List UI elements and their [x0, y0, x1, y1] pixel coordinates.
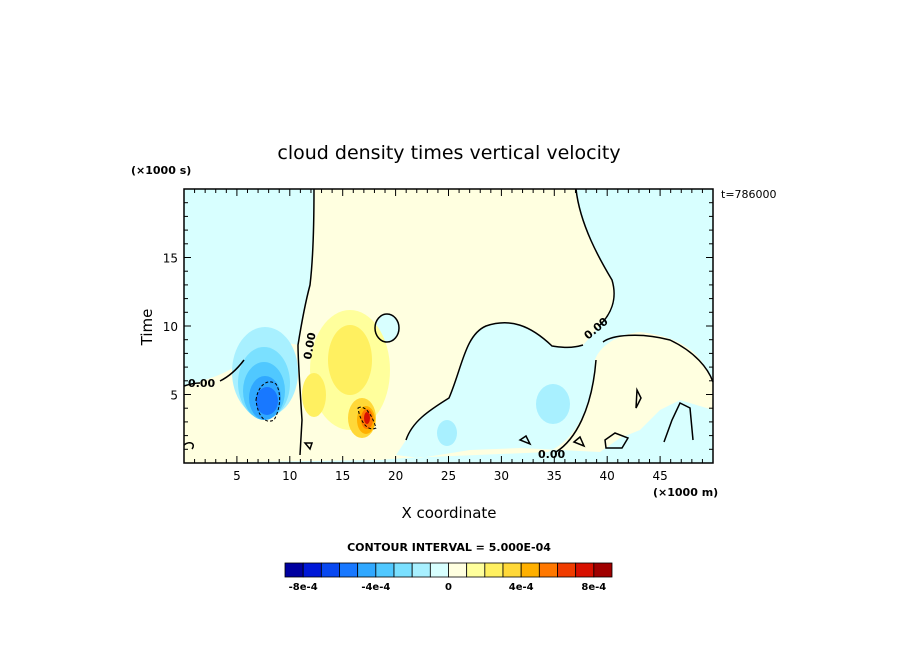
x-tick-label: 35: [547, 469, 562, 483]
colorbar-swatch: [320, 562, 340, 578]
colorbar-swatch: [466, 562, 486, 578]
colorbar-swatch: [429, 562, 449, 578]
colorbar-swatch: [302, 562, 322, 578]
x-tick-label: 30: [494, 469, 509, 483]
colorbar-swatch: [593, 562, 613, 578]
colorbar: [284, 562, 613, 578]
negative-contours: [255, 381, 377, 430]
colorbar-swatch: [448, 562, 468, 578]
colorbar-tick-label: 4e-4: [509, 582, 534, 593]
contour-label: 0.00: [301, 331, 319, 360]
x-tick-label: 5: [233, 469, 241, 483]
updraft-core: [364, 412, 370, 424]
y-axis: 5 10 15: [163, 202, 713, 450]
colorbar-swatch: [339, 562, 359, 578]
x-tick-label: 10: [282, 469, 297, 483]
downdraft-inner: [256, 387, 278, 415]
contour-label: 0.00: [538, 448, 565, 461]
colorbar-swatch: [357, 562, 377, 578]
colorbar-swatch: [575, 562, 595, 578]
x-tick-label: 15: [335, 469, 350, 483]
colorbar-swatch: [520, 562, 540, 578]
x-axis: 5 10 15 20 25 30 35 40 45: [194, 189, 703, 483]
colorbar-tick-label: 8e-4: [581, 582, 606, 593]
weak-downdraft-right: [536, 384, 570, 424]
colorbar-swatch: [484, 562, 504, 578]
colorbar-swatch: [411, 562, 431, 578]
contour-label: 0.00: [188, 377, 215, 390]
colorbar-swatch: [538, 562, 558, 578]
x-axis-label: X coordinate: [401, 504, 496, 522]
y-tick-label: 10: [163, 320, 178, 334]
colorbar-swatch: [284, 562, 304, 578]
colorbar-tick-label: 0: [445, 582, 452, 593]
zero-contours: [183, 188, 714, 456]
x-tick-label: 45: [652, 469, 667, 483]
colorbar-ticks: -8e-4 -4e-4 0 4e-4 8e-4: [289, 582, 607, 593]
y-tick-label: 5: [170, 389, 178, 403]
x-tick-label: 20: [388, 469, 403, 483]
plot-area: 0.00 0.00 0.00 0.00: [183, 188, 714, 464]
colorbar-tick-label: -4e-4: [361, 582, 390, 593]
x-tick-label: 40: [600, 469, 615, 483]
chart-title: cloud density times vertical velocity: [277, 142, 620, 164]
weak-downdraft-left: [437, 420, 457, 446]
updraft-mid2: [302, 373, 326, 417]
colorbar-swatch: [393, 562, 413, 578]
y-axis-label: Time: [138, 309, 156, 347]
y-unit-label: (×1000 s): [131, 164, 191, 177]
colorbar-swatch: [375, 562, 395, 578]
x-unit-label: (×1000 m): [653, 486, 718, 499]
time-stamp: t=786000: [721, 188, 777, 201]
colorbar-swatch: [502, 562, 522, 578]
y-tick-label: 15: [163, 252, 178, 266]
contour-interval-label: CONTOUR INTERVAL = 5.000E-04: [347, 541, 551, 554]
updraft-mid1: [328, 325, 372, 395]
colorbar-swatch: [557, 562, 577, 578]
colorbar-tick-label: -8e-4: [289, 582, 318, 593]
x-tick-label: 25: [441, 469, 456, 483]
